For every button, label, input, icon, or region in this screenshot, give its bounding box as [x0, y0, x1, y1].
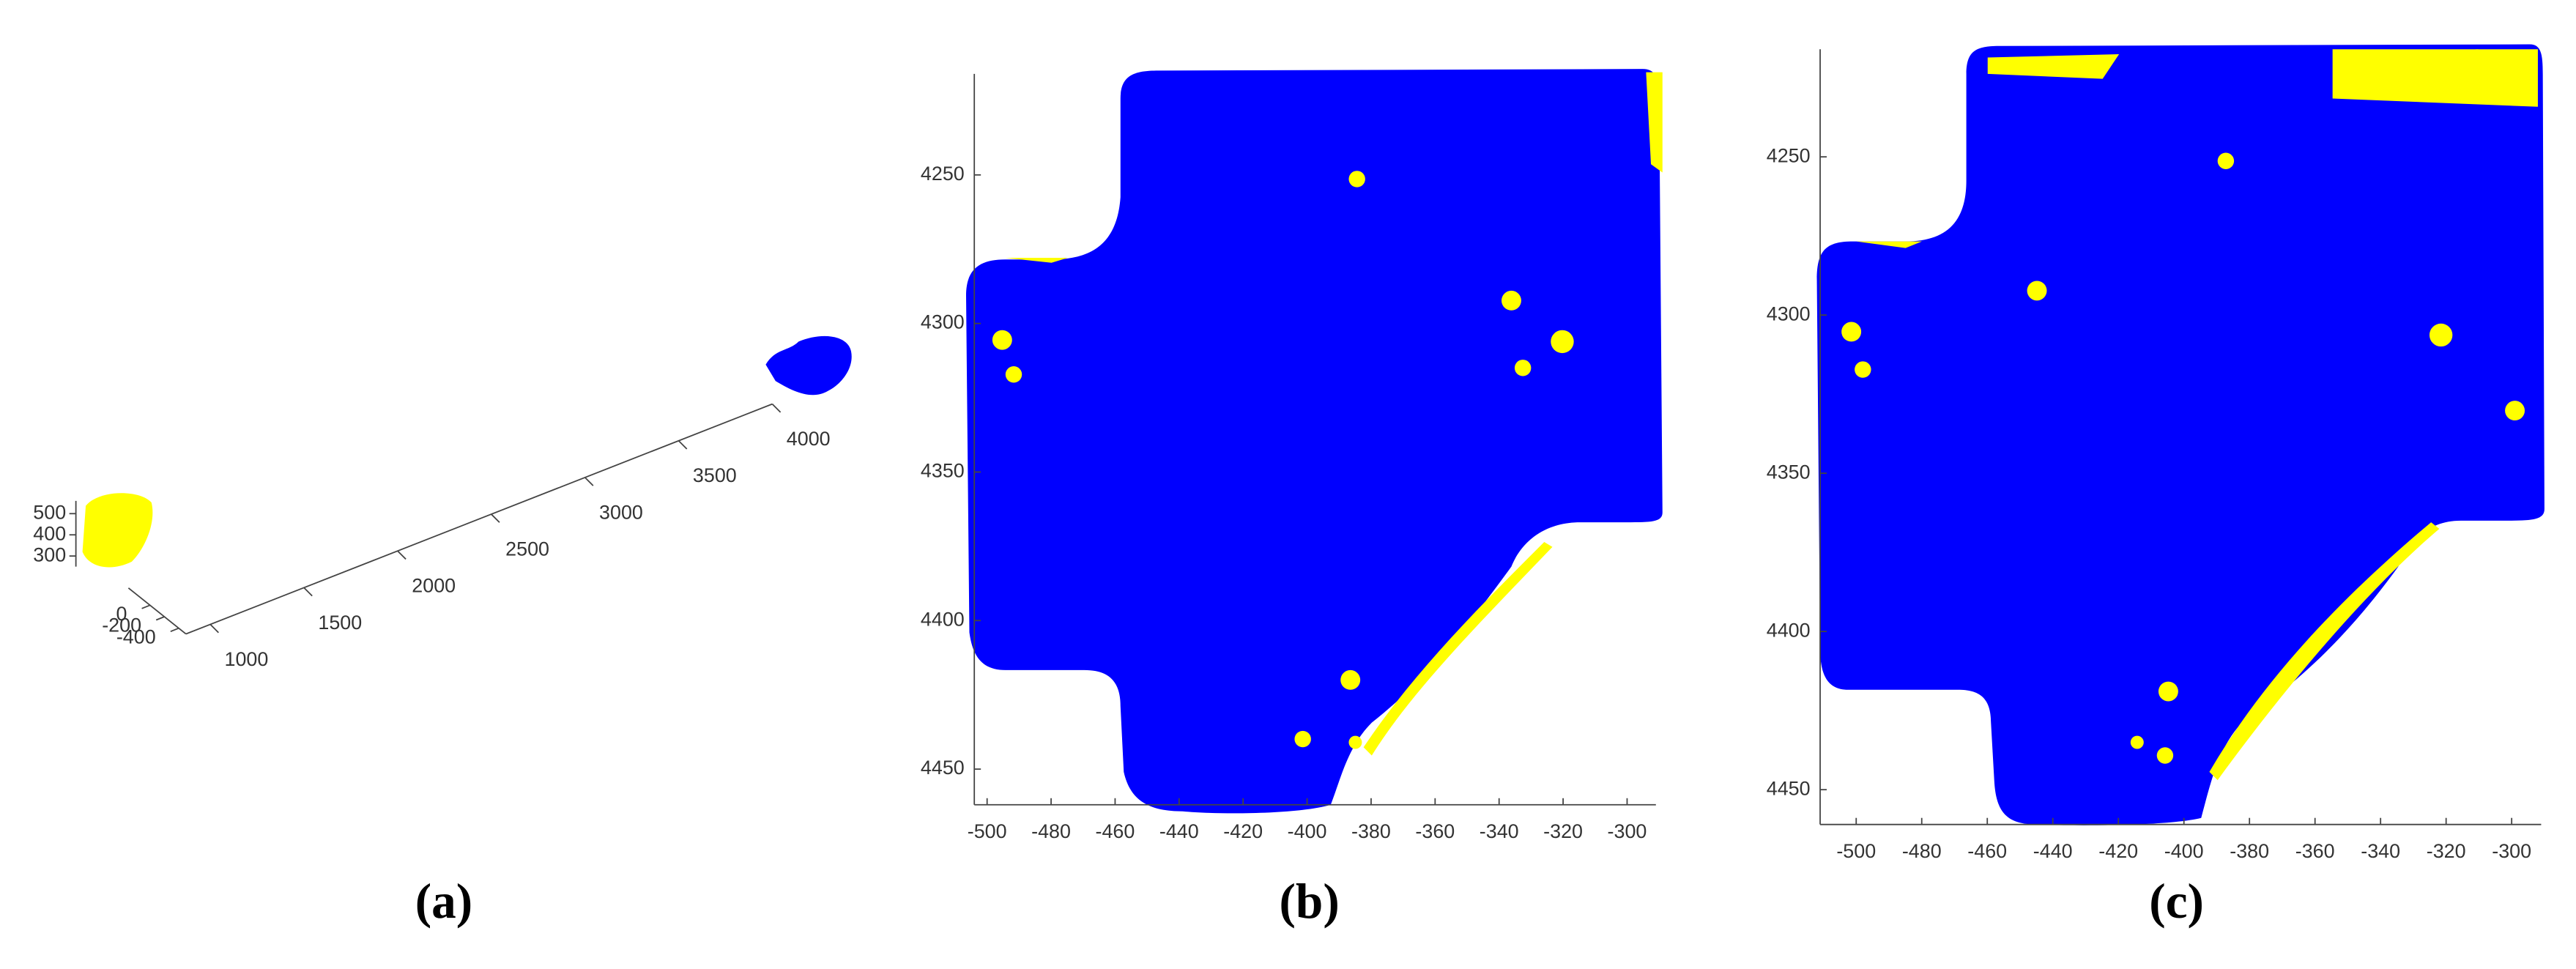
x-tick-label: -440 [1159, 820, 1199, 842]
y-tick-label: -400 [116, 625, 156, 647]
blue-cloud [965, 69, 1663, 814]
x-tick [303, 587, 313, 597]
panel-label: (b) [1280, 874, 1340, 929]
x-tick-label: -480 [1031, 820, 1071, 842]
blue-cloud [1816, 44, 2545, 825]
x-tick-label: -320 [1543, 820, 1583, 842]
x-tick-label: -480 [1902, 840, 1942, 862]
yellow-spots [992, 72, 1663, 756]
cloud-b [965, 69, 1663, 814]
y-tick-label: 4250 [1767, 144, 1811, 166]
x-tick-label: 1500 [318, 612, 362, 634]
z-tick-label: 300 [33, 543, 66, 565]
x-axis [185, 403, 773, 635]
x-tick [209, 623, 219, 634]
x-tick-label: -500 [1836, 840, 1876, 862]
y-tick [170, 627, 179, 633]
cloud-a [82, 335, 852, 568]
x-tick-label: -360 [1415, 820, 1455, 842]
y-tick-label: 0 [116, 603, 127, 625]
x-tick-label: -440 [2033, 840, 2073, 862]
y-tick-label: 4350 [921, 460, 965, 482]
x-tick-label: -460 [1967, 840, 2007, 862]
x-tick [584, 477, 594, 486]
x-tick-label: 3500 [693, 464, 737, 486]
x-tick [771, 403, 782, 413]
z-tick-label: 400 [33, 522, 66, 544]
x-tick-label: 3000 [599, 501, 643, 523]
y-tick-label: -200 [102, 615, 141, 636]
panel-label: (a) [415, 874, 472, 929]
x-tick-label: -340 [2361, 840, 2400, 862]
x-tick-label: -380 [2230, 840, 2269, 862]
y-tick-label: 4300 [921, 311, 965, 333]
x-tick-label: 2000 [412, 575, 456, 597]
x-tick-label: -300 [2492, 840, 2531, 862]
yellow-spots [1841, 49, 2538, 781]
x-tick [397, 550, 407, 560]
yellow-cloud [82, 493, 153, 568]
x-tick [491, 513, 500, 523]
y-tick-label: 4250 [921, 163, 965, 185]
y-tick-label: 4400 [921, 608, 965, 630]
x-tick-label: 2500 [505, 538, 549, 560]
x-tick-label: -380 [1351, 820, 1391, 842]
y-tick-label: 4300 [1767, 302, 1811, 324]
x-tick-label: -340 [1480, 820, 1519, 842]
y-tick [155, 616, 165, 621]
x-tick-label: -360 [2295, 840, 2335, 862]
x-tick-label: -420 [1223, 820, 1263, 842]
x-tick-label: 4000 [787, 428, 831, 450]
y-tick-label: 4450 [1767, 777, 1811, 799]
y-tick-label: 4350 [1767, 461, 1811, 483]
z-tick-label: 500 [33, 501, 66, 523]
x-tick-label: -320 [2427, 840, 2466, 862]
x-tick [678, 440, 688, 450]
panel-label: (c) [2149, 874, 2204, 929]
cloud-c [1816, 44, 2545, 825]
y-tick [141, 604, 151, 609]
x-tick-label: -420 [2098, 840, 2138, 862]
x-tick-label: -460 [1096, 820, 1135, 842]
x-tick-label: -400 [2164, 840, 2204, 862]
x-tick-label: -500 [968, 820, 1007, 842]
y-axis [127, 587, 187, 635]
blue-cloud [765, 335, 852, 396]
y-tick-label: 4450 [921, 757, 965, 779]
y-tick-label: 4400 [1767, 619, 1811, 641]
x-tick-label: -300 [1608, 820, 1647, 842]
x-tick-label: -400 [1288, 820, 1327, 842]
x-tick-label: 1000 [225, 648, 269, 670]
